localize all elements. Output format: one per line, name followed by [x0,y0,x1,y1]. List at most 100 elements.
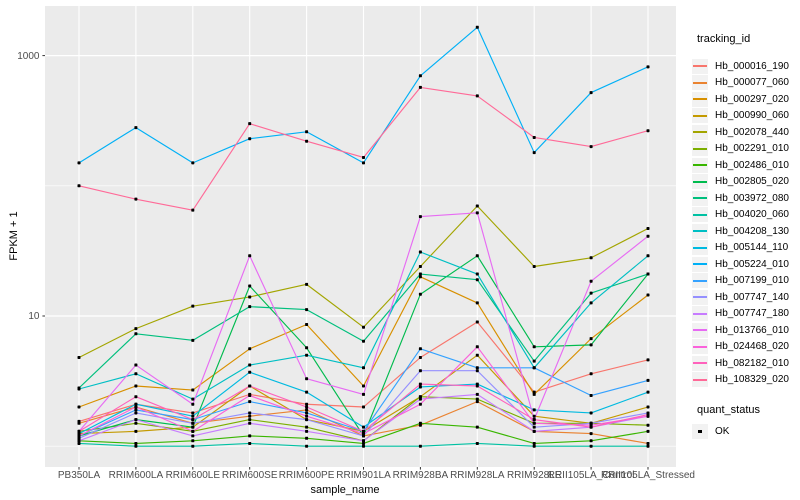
data-point [646,378,650,382]
data-point [475,353,479,357]
data-point [248,384,252,388]
data-point [248,441,252,445]
data-point [475,345,479,349]
x-tick-label: RRII105LA_Stressed [601,470,695,481]
quant-status-legend-entry: OK [692,423,729,440]
data-point [305,377,309,381]
data-point [418,272,422,276]
data-point [418,395,422,399]
data-point [362,429,365,433]
data-point [418,85,422,89]
legend-entry-label: Hb_013766_010 [715,324,789,336]
legend-key-swatch [692,190,708,206]
data-point [77,439,81,443]
y-tick-label: 10 [28,311,40,322]
data-point [362,384,365,388]
data-point [134,444,138,448]
legend-entry-Hb_002486_010: Hb_002486_010 [692,157,789,174]
data-point [532,408,536,412]
data-point [134,421,138,425]
legend-line-icon [693,180,707,183]
legend-line-icon [693,114,707,117]
data-point [248,418,252,422]
data-point [418,402,422,406]
data-point [77,356,81,360]
x-tick-label: RRIM901LA [336,470,391,481]
data-point [305,411,309,415]
quant-status-label: OK [715,425,730,437]
legend-line-icon [693,197,707,200]
data-point [475,384,479,388]
data-point [248,421,252,425]
data-point [532,421,536,425]
data-point [362,439,365,443]
legend-line-icon [693,329,707,332]
data-point [305,390,309,394]
legend-key-swatch [692,240,708,256]
data-point [475,392,479,396]
data-point [646,254,650,258]
legend-line-icon [693,230,707,233]
legend-line-icon [693,378,707,381]
data-point [646,65,650,69]
data-point [532,414,536,418]
data-point [77,387,81,391]
y-axis-title: FPKM + 1 [8,211,20,261]
data-point [305,139,309,143]
data-point [191,411,195,415]
data-point [77,436,81,440]
data-point [589,145,593,149]
data-point [418,264,422,268]
legend-key-swatch [692,273,708,289]
data-point [589,432,593,436]
data-point [475,204,479,208]
data-point [532,429,536,433]
data-point [248,363,252,367]
data-point [646,423,650,427]
legend-entry-label: Hb_005144_110 [715,242,789,254]
legend-entries: Hb_000016_190 Hb_000077_060 Hb_000297_020 H… [692,58,789,388]
legend-entry-Hb_108329_020: Hb_108329_020 [692,372,789,389]
data-point [646,444,650,448]
data-point [475,425,479,429]
data-point [134,363,138,367]
data-point [418,385,422,389]
legend-line-icon [693,98,707,101]
x-tick-label: RRIM928LA [450,470,505,481]
data-point [77,184,81,188]
data-point [589,291,593,295]
data-point [248,295,252,299]
data-point [418,292,422,296]
data-point [77,441,81,445]
legend-entry-label: Hb_108329_020 [715,374,789,386]
data-point [418,275,422,279]
legend-entry-label: Hb_024468_020 [715,341,789,353]
data-point [305,418,309,422]
data-point [646,358,650,362]
legend-entry-Hb_005224_010: Hb_005224_010 [692,256,789,273]
data-point [248,394,252,398]
data-point [305,405,309,409]
legend-entry-Hb_024468_020: Hb_024468_020 [692,339,789,356]
data-point [532,264,536,268]
data-point [589,337,593,341]
data-point [134,411,138,415]
legend-entry-label: Hb_007747_140 [715,291,789,303]
legend-line-icon [693,213,707,216]
data-point [589,256,593,260]
legend-entry-Hb_004208_130: Hb_004208_130 [692,223,789,240]
legend-entry-Hb_007747_140: Hb_007747_140 [692,289,789,306]
data-point [589,394,593,398]
data-point [305,414,309,418]
x-tick-label: RRIM600LA [109,470,164,481]
data-point [305,346,309,350]
x-tick-label: RRIM600PE [279,470,335,481]
data-point [305,402,309,406]
data-point [418,397,422,401]
data-point [475,211,479,215]
x-tick-label: RRIM600LE [166,470,221,481]
data-point [191,161,195,165]
legend-key-swatch [692,174,708,190]
